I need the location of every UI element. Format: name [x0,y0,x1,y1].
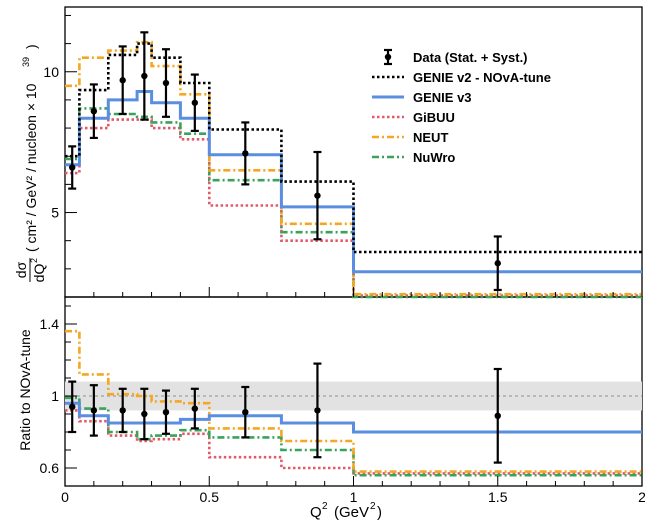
bottom-y-tick-label: 1 [51,388,59,404]
top-ylabel-exp: 39 [21,57,31,67]
series-nuwro [65,107,642,299]
ratio-data-point [162,409,170,416]
data-point [162,79,170,87]
data-point [314,192,321,199]
top-ylabel-num: dσ [13,261,29,278]
ratio-data-point [69,403,76,410]
legend-label-genie-v3: GENIE v3 [413,90,472,105]
top-ylabel-rest: ( cm² / GeV² / nucleon × 10 [23,83,39,252]
x-tick-label: 0.5 [200,489,220,505]
ratio-data-point [242,409,249,416]
ratio-series-gibuu [65,409,642,475]
bottom-panel-data-points [68,362,502,464]
data-point [90,107,98,115]
ratio-band [65,381,642,411]
bottom-y-tick-label: 0.6 [40,460,60,476]
bottom-y-tick-label: 1.4 [40,316,60,332]
x-tick-label: 1.5 [488,489,508,505]
xlabel-unit: (GeV [334,504,369,521]
ratio-data-point [314,407,321,414]
data-point [494,260,501,267]
top-panel-data-points [68,31,502,292]
legend-label-data: Data (Stat. + Syst.) [413,50,528,65]
data-point [242,150,249,157]
legend-label-gibuu: GiBUU [413,110,455,125]
data-point [119,77,126,84]
ratio-data-point [141,410,148,418]
data-point [191,99,199,106]
x-tick-label: 2 [638,489,645,505]
legend-label-genie-v2-nova-tune: GENIE v2 - NOvA-tune [413,70,551,85]
legend-data-marker [384,53,392,61]
ratio-series-nuwro [65,396,642,477]
ratio-data-point [494,412,501,419]
legend: Data (Stat. + Syst.) GENIE v2 - NOvA-tune… [372,48,551,165]
ratio-data-point [90,407,98,414]
top-ylabel-den-sup: 2 [29,258,39,263]
x-tick-label: 0 [61,489,69,505]
xlabel-main: Q [310,504,322,521]
bottom-ylabel: Ratio to NOvA-tune [17,329,33,451]
legend-label-nuwro: NuWro [413,150,455,165]
x-tick-label: 1 [350,489,358,505]
xlabel-unit-sup: 2 [370,501,376,512]
top-ylabel-den: dQ [31,264,47,283]
ratio-data-point [119,407,126,414]
top-y-tick-label: 5 [51,205,59,221]
axis-ticks: 0 0.5 1 1.5 2 5 10 0.6 1 1.4 [40,14,645,505]
x-axis-label: Q 2 (GeV 2 ) [310,501,382,521]
top-y-tick-label: 10 [43,64,59,80]
top-ylabel-close: ) [23,44,39,49]
top-panel-series [65,40,642,299]
xlabel-sup: 2 [322,501,328,512]
xlabel-close: ) [377,504,382,521]
ratio-data-point [191,405,199,412]
data-point [69,164,76,171]
legend-label-neut: NEUT [413,130,448,145]
data-point [141,72,148,80]
